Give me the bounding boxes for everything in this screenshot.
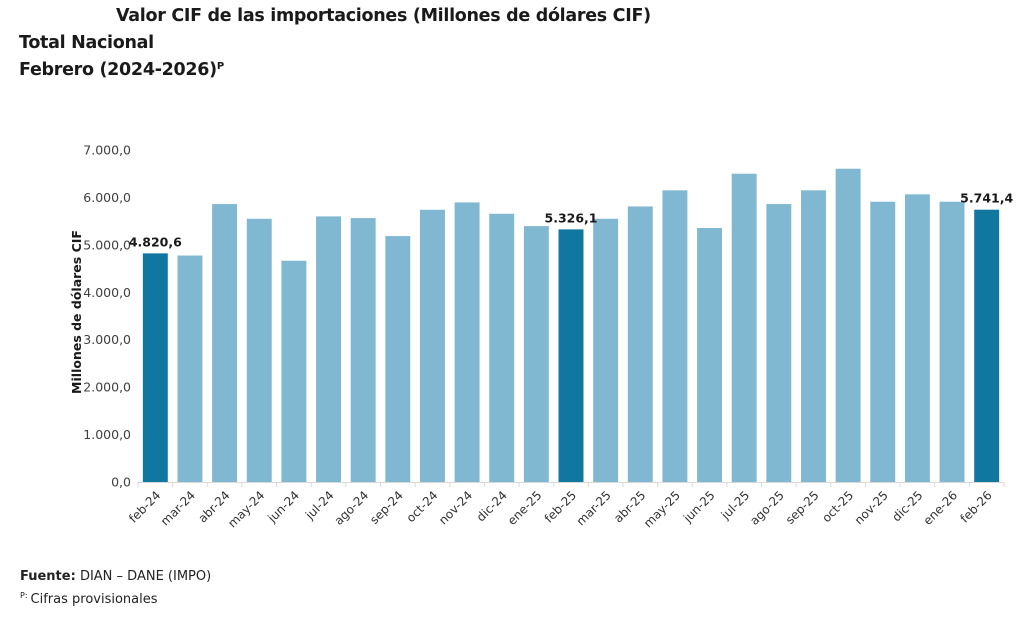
chart-subtitle-period: Febrero (2024-2026)P [19, 60, 224, 80]
y-axis-ticks: 0,0 1.000,0 2.000,0 3.000,0 4.000,0 5.000,0 6.… [83, 143, 131, 490]
y-tick-label: 0,0 [111, 475, 131, 490]
bar-oct-24 [419, 209, 445, 482]
data-labels: 4.820,6 5.326,1 5.741,4 [129, 191, 1014, 250]
x-tick-label: mar-25 [574, 488, 614, 528]
y-tick-label: 2.000,0 [83, 380, 131, 395]
bar-ago-25 [766, 204, 792, 482]
x-tick-label: oct-25 [819, 488, 856, 525]
bar-mar-24 [177, 255, 203, 482]
x-tick-label: ago-24 [332, 488, 372, 528]
bar-mar-25 [593, 218, 619, 482]
data-label-feb-25: 5.326,1 [545, 210, 598, 225]
bar-dic-24 [489, 213, 515, 483]
x-tick-label: mar-24 [158, 488, 198, 528]
provisional-note: P: Cifras provisionales [20, 591, 158, 607]
bar-nov-24 [454, 202, 480, 482]
chart-title: Valor CIF de las importaciones (Millones… [116, 6, 651, 26]
provisional-note-marker: P: [20, 591, 28, 600]
bar-may-24 [246, 218, 272, 482]
y-tick-label: 5.000,0 [83, 237, 131, 252]
bars [142, 168, 1000, 483]
provisional-note-text: Cifras provisionales [30, 592, 158, 607]
y-tick-label: 3.000,0 [83, 332, 131, 347]
provisional-marker: P [216, 61, 224, 72]
bar-dic-25 [904, 194, 930, 482]
bar-ene-25 [523, 226, 549, 482]
x-tick-label: ene-25 [505, 488, 545, 528]
chart-subtitle-region: Total Nacional [19, 33, 154, 53]
x-tick-label: jun-25 [680, 488, 718, 526]
x-tick-label: sep-24 [367, 488, 406, 527]
x-tick-label: feb-25 [542, 488, 579, 525]
y-tick-label: 7.000,0 [83, 143, 131, 158]
x-tick-label: may-24 [225, 488, 267, 530]
bar-sep-25 [801, 190, 826, 482]
bar-sep-24 [385, 236, 411, 482]
x-tick-label: feb-24 [126, 488, 163, 525]
bar-feb-26 [974, 209, 1000, 482]
bar-feb-24 [142, 253, 168, 482]
x-tick-label: jun-24 [264, 488, 302, 526]
x-tick-label: ene-26 [921, 488, 961, 528]
x-tick-label: ago-25 [747, 488, 787, 528]
y-tick-label: 6.000,0 [83, 190, 131, 205]
x-tick-label: nov-24 [436, 488, 475, 527]
bar-jul-25 [731, 173, 757, 482]
bar-ago-24 [350, 218, 376, 482]
source-label: Fuente: [20, 569, 76, 584]
x-tick-label: nov-25 [852, 488, 891, 527]
x-tick-label: dic-25 [889, 488, 925, 524]
y-axis-label: Millones de dólares CIF [69, 230, 84, 394]
x-tick-label: may-25 [641, 488, 683, 530]
x-tick-label: sep-25 [783, 488, 822, 527]
data-label-feb-26: 5.741,4 [960, 191, 1013, 206]
bar-abr-25 [627, 206, 653, 482]
data-label-feb-24: 4.820,6 [129, 234, 182, 249]
bar-oct-25 [835, 168, 861, 483]
y-tick-label: 4.000,0 [83, 285, 131, 300]
x-tick-label: oct-24 [404, 488, 441, 525]
bar-feb-25 [558, 229, 584, 482]
bar-jun-24 [281, 260, 307, 482]
bar-jun-25 [697, 228, 723, 482]
bar-jul-24 [316, 216, 341, 482]
source-note: Fuente: DIAN – DANE (IMPO) [20, 569, 211, 584]
bar-nov-25 [870, 201, 896, 482]
y-tick-label: 1.000,0 [83, 427, 131, 442]
x-tick-label: feb-26 [957, 488, 994, 525]
bar-abr-24 [212, 204, 238, 482]
x-tick-label: dic-24 [474, 488, 510, 524]
bar-ene-26 [939, 201, 965, 482]
chart-subtitle-period-text: Febrero (2024-2026) [19, 60, 217, 80]
source-value: DIAN – DANE (IMPO) [79, 569, 212, 584]
bar-may-25 [662, 190, 688, 482]
